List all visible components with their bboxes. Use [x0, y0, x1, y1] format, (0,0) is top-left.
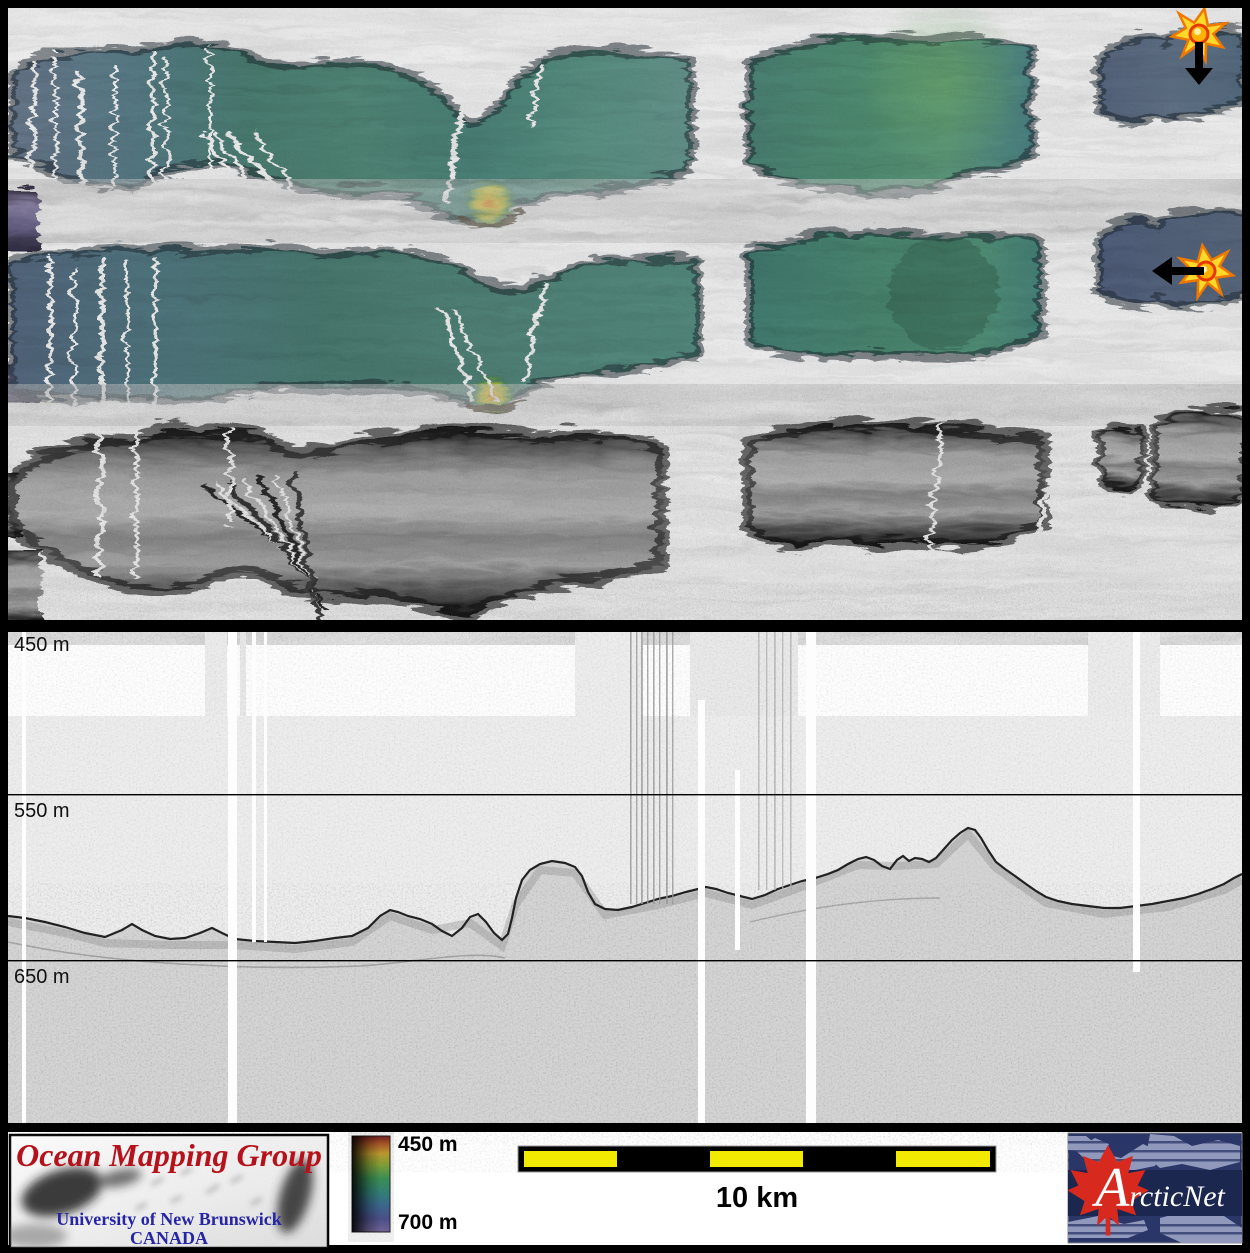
omg-logo [8, 1133, 330, 1250]
depth-colorbar [351, 1135, 391, 1233]
subbottom-profile-panel [7, 632, 1244, 1123]
divider-top [0, 620, 1250, 632]
bathymetry-strip-east-lit [0, 186, 1250, 414]
gridline-550m [8, 794, 1242, 796]
omg-logo-title: Ocean Mapping Group [16, 1137, 322, 1173]
depth-label-550m: 550 m [14, 800, 70, 822]
scale-bar-segment-yellow [524, 1151, 617, 1167]
scale-bar-label: 10 km [715, 1182, 799, 1214]
omg-logo-university: University of New Brunswick [56, 1209, 282, 1229]
depth-label-650m: 650 m [14, 966, 70, 988]
colorbar-bottom-label: 700 m [398, 1211, 458, 1234]
gridline-650m [8, 960, 1242, 962]
down-arrow-icon [1185, 42, 1213, 85]
frame-right [1242, 0, 1250, 1253]
divider-bottom [0, 1123, 1250, 1132]
scale-bar-segment-yellow [710, 1151, 803, 1167]
frame-left [0, 0, 8, 1253]
sun-north-icon [1166, 1, 1232, 85]
scale-bar-segment-yellow [896, 1151, 990, 1167]
left-arrow-icon [1152, 257, 1204, 285]
depth-label-450m: 450 m [14, 634, 70, 656]
frame-bottom [0, 1245, 1250, 1253]
scale-bar [517, 1145, 997, 1173]
omg-logo-country: CANADA [130, 1228, 208, 1248]
sun-east-icon [1152, 240, 1237, 301]
frame-top [0, 0, 1250, 8]
backscatter-strip [0, 400, 1250, 630]
arcticnet-logo-text: ArcticNet [1095, 1157, 1225, 1219]
colorbar-top-label: 450 m [398, 1133, 458, 1156]
arcticnet-logo [1067, 1132, 1243, 1244]
maple-leaf-icon [1068, 1145, 1149, 1236]
